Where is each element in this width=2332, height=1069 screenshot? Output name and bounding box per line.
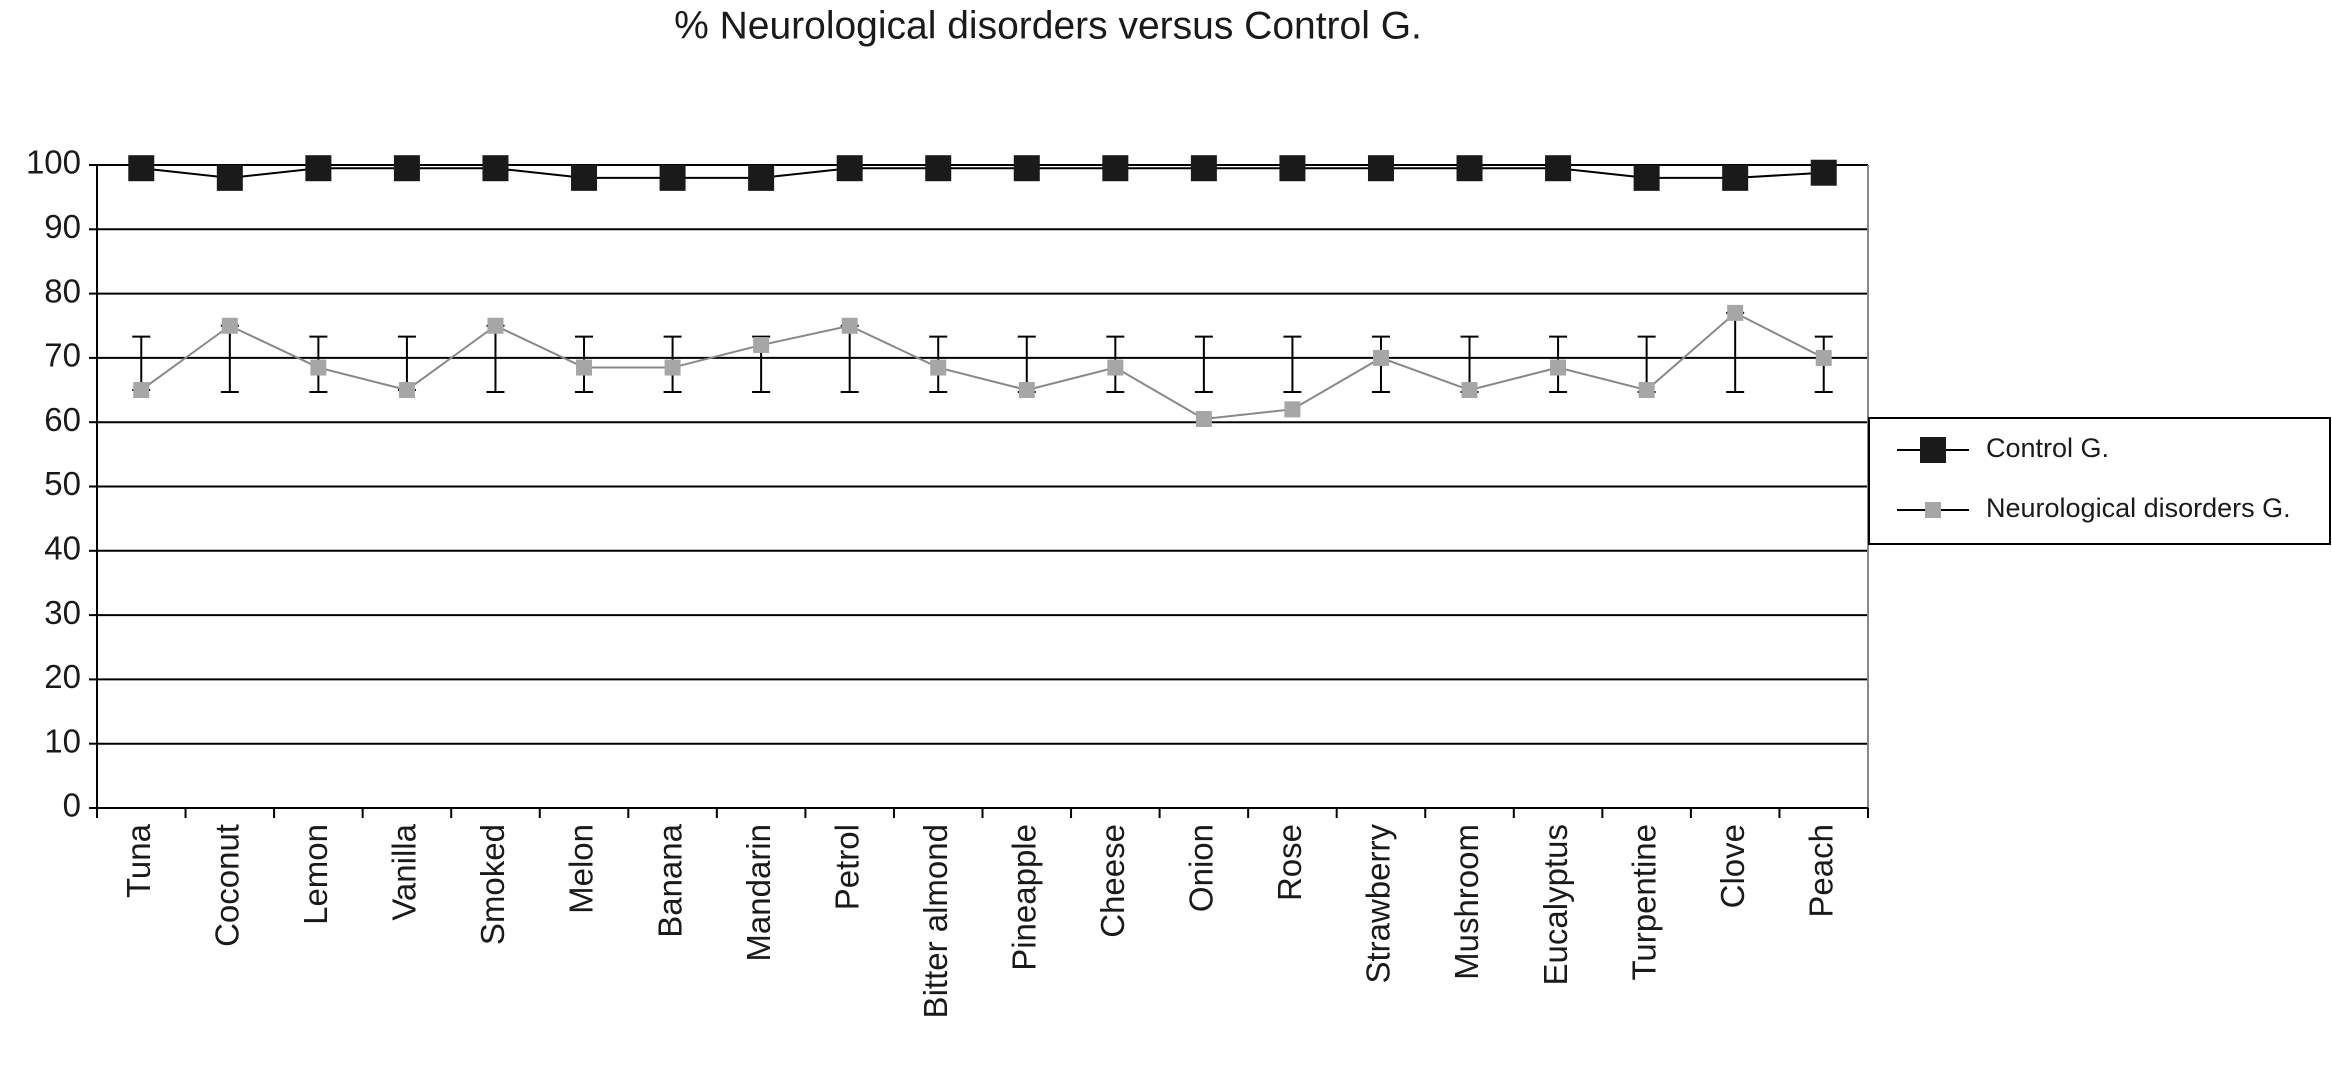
x-tick-label: Tuna (120, 823, 157, 898)
y-tick-label: 70 (44, 337, 81, 374)
marker (1633, 164, 1660, 191)
x-tick-label: Rose (1271, 824, 1308, 901)
legend-label: Neurological disorders G. (1986, 493, 2291, 523)
x-tick-label: Vanilla (386, 823, 423, 920)
x-tick-label: Turpentine (1625, 824, 1662, 981)
y-tick-label: 40 (44, 530, 81, 567)
marker (1018, 382, 1035, 399)
x-tick-label: Eucalyptus (1537, 824, 1574, 985)
y-tick-label: 90 (44, 208, 81, 245)
series-line (141, 167, 1824, 179)
x-tick-label: Clove (1714, 824, 1751, 908)
y-tick-label: 60 (44, 401, 81, 438)
x-tick-label: Petrol (828, 824, 865, 910)
y-tick-label: 100 (26, 144, 81, 181)
x-tick-label: Coconut (209, 824, 246, 947)
x-tick-label: Onion (1183, 824, 1220, 912)
series-line (140, 311, 1825, 421)
y-tick-label: 80 (44, 272, 81, 309)
y-tick-label: 20 (44, 658, 81, 695)
marker (1727, 304, 1744, 321)
marker (482, 155, 509, 182)
marker (1372, 349, 1389, 366)
x-tick-label: Pineapple (1005, 824, 1042, 971)
y-tick-label: 50 (44, 465, 81, 502)
y-tick-label: 30 (44, 594, 81, 631)
marker (133, 382, 150, 399)
marker (1545, 155, 1572, 182)
x-tick-label: Peach (1802, 824, 1839, 918)
marker (664, 359, 681, 376)
marker (310, 359, 327, 376)
marker (753, 337, 770, 354)
marker (1279, 155, 1306, 182)
y-tick-label: 0 (63, 787, 81, 824)
x-tick-label: Bitter almond (917, 824, 954, 1018)
x-tick-label: Lemon (297, 824, 334, 925)
legend-marker (1925, 502, 1941, 518)
x-tick-label: Smoked (474, 824, 511, 945)
marker (1195, 410, 1212, 427)
legend-label: Control G. (1986, 433, 2109, 463)
marker (1456, 155, 1483, 182)
marker (930, 359, 947, 376)
marker (305, 155, 332, 182)
marker (1638, 382, 1655, 399)
marker (576, 359, 593, 376)
marker (1013, 155, 1040, 182)
legend-marker (1920, 437, 1946, 463)
marker (1550, 359, 1567, 376)
marker (1815, 349, 1832, 366)
marker (398, 382, 415, 399)
marker (393, 155, 420, 182)
x-tick-label: Mushroom (1448, 824, 1485, 980)
chart-title: % Neurological disorders versus Control … (674, 4, 1422, 47)
x-tick-label: Strawberry (1360, 824, 1397, 984)
marker (1284, 401, 1301, 418)
marker (216, 164, 243, 191)
marker (659, 164, 686, 191)
x-tick-label: Mandarin (740, 824, 777, 962)
marker (1461, 382, 1478, 399)
y-tick-label: 10 (44, 722, 81, 759)
x-tick-label: Banana (651, 823, 688, 937)
marker (128, 155, 155, 182)
marker (748, 164, 775, 191)
x-tick-label: Cheese (1094, 824, 1131, 938)
x-tick-label: Melon (563, 824, 600, 914)
marker (841, 317, 858, 334)
marker (1102, 155, 1129, 182)
marker (1722, 164, 1749, 191)
marker (221, 317, 238, 334)
marker (1367, 155, 1394, 182)
marker (925, 155, 952, 182)
marker (836, 155, 863, 182)
marker (487, 317, 504, 334)
marker (1107, 359, 1124, 376)
marker (1190, 155, 1217, 182)
marker (1810, 159, 1837, 186)
marker (571, 164, 598, 191)
